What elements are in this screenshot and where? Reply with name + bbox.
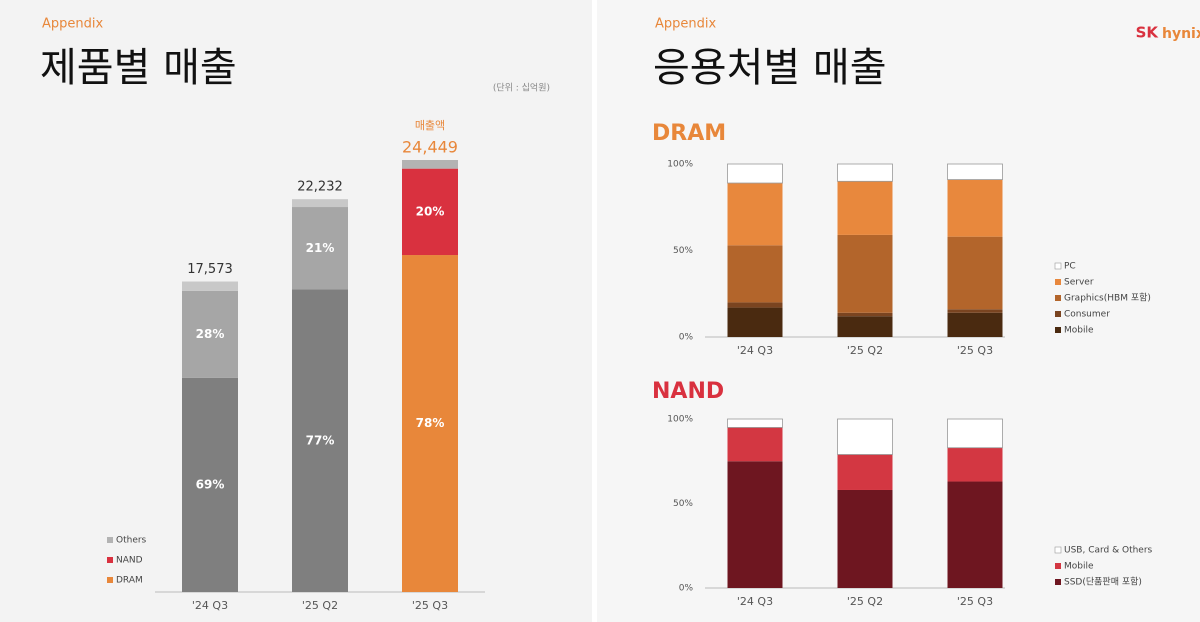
- legend-label: Mobile: [1064, 562, 1094, 572]
- legend-swatch: [107, 557, 113, 563]
- bar-segment: [402, 168, 458, 256]
- y-tick-label: 50%: [673, 246, 693, 256]
- bar-segment: [402, 160, 458, 169]
- bar-segment: [182, 290, 238, 378]
- bar-segment: [947, 163, 1003, 180]
- value-label: 69%: [196, 477, 225, 491]
- bar-segment: [837, 454, 893, 490]
- unit-note: (단위 : 십억원): [493, 82, 550, 94]
- total-label: 22,232: [297, 180, 343, 195]
- legend-label: Mobile: [1064, 326, 1094, 336]
- chart-title: 제품별 매출: [40, 45, 237, 91]
- x-tick-label: '25 Q2: [847, 595, 883, 608]
- legend-label: SSD(단품판매 포함): [1064, 577, 1142, 588]
- legend-swatch: [1055, 295, 1061, 301]
- legend-swatch: [1054, 262, 1062, 270]
- legend-label: Consumer: [1064, 310, 1110, 320]
- logo-brand: SK: [1136, 24, 1160, 42]
- x-tick-label: '25 Q3: [957, 344, 993, 357]
- bar-segment: [947, 481, 1003, 588]
- legend-swatch: [107, 537, 113, 543]
- legend-swatch: [1055, 311, 1061, 317]
- bar-segment: [402, 255, 458, 593]
- y-tick-label: 0%: [679, 584, 694, 594]
- legend-label: Others: [116, 536, 147, 546]
- bar-segment: [727, 183, 783, 246]
- total-caption: 매출액: [415, 119, 445, 132]
- bar-segment: [292, 199, 348, 208]
- y-tick-label: 100%: [667, 415, 693, 425]
- legend-label: Server: [1064, 278, 1094, 288]
- x-tick-label: '25 Q2: [847, 344, 883, 357]
- legend-label: USB, Card & Others: [1064, 546, 1153, 556]
- legend-swatch: [1055, 563, 1061, 569]
- total-label: 17,573: [187, 262, 233, 277]
- bar-segment: [947, 418, 1003, 449]
- bar-segment: [837, 181, 893, 235]
- value-label: 20%: [416, 204, 445, 218]
- legend-swatch: [1055, 279, 1061, 285]
- bar-segment: [292, 207, 348, 290]
- bar-segment: [947, 236, 1003, 310]
- total-label: 24,449: [402, 138, 458, 157]
- logo-name: hynix: [1162, 26, 1200, 42]
- bar-segment: [837, 163, 893, 182]
- value-label: 21%: [306, 241, 335, 255]
- bar-segment: [727, 163, 783, 184]
- bar-segment: [727, 245, 783, 303]
- legend-swatch: [1055, 327, 1061, 333]
- y-tick-label: 0%: [679, 333, 694, 343]
- chart-subtitle: DRAM: [652, 121, 726, 146]
- section-label: Appendix: [655, 17, 716, 32]
- bar-segment: [182, 281, 238, 291]
- x-tick-label: '24 Q3: [737, 344, 773, 357]
- x-tick-label: '25 Q2: [302, 599, 338, 612]
- value-label: 78%: [416, 416, 445, 430]
- legend-swatch: [107, 577, 113, 583]
- bar-segment: [947, 179, 1003, 237]
- value-label: 28%: [196, 327, 225, 341]
- bar-segment: [727, 418, 783, 428]
- bar-segment: [727, 461, 783, 588]
- legend-swatch: [1055, 579, 1061, 585]
- legend-label: NAND: [116, 556, 143, 566]
- x-tick-label: '24 Q3: [192, 599, 228, 612]
- bar-segment: [837, 234, 893, 313]
- y-tick-label: 100%: [667, 160, 693, 170]
- bar-segment: [837, 418, 893, 455]
- bar-segment: [182, 377, 238, 592]
- x-tick-label: '25 Q3: [412, 599, 448, 612]
- bar-segment: [837, 489, 893, 588]
- bar-segment: [727, 427, 783, 462]
- legend-label: DRAM: [116, 576, 143, 586]
- bar-segment: [727, 302, 783, 308]
- x-tick-label: '24 Q3: [737, 595, 773, 608]
- x-tick-label: '25 Q3: [957, 595, 993, 608]
- bar-segment: [947, 312, 1003, 337]
- legend-swatch: [1054, 546, 1062, 554]
- legend-label: PC: [1064, 262, 1076, 272]
- right-panel: [597, 0, 1200, 622]
- bar-segment: [947, 447, 1003, 482]
- bar-segment: [947, 309, 1003, 313]
- bar-segment: [837, 312, 893, 317]
- chart-title: 응용처별 매출: [653, 45, 887, 91]
- chart-subtitle: NAND: [652, 379, 724, 404]
- section-label: Appendix: [42, 17, 103, 32]
- bar-segment: [292, 289, 348, 592]
- bar-segment: [837, 316, 893, 337]
- value-label: 77%: [306, 433, 335, 447]
- bar-segment: [727, 307, 783, 337]
- y-tick-label: 50%: [673, 499, 693, 509]
- legend-label: Graphics(HBM 포함): [1064, 293, 1151, 304]
